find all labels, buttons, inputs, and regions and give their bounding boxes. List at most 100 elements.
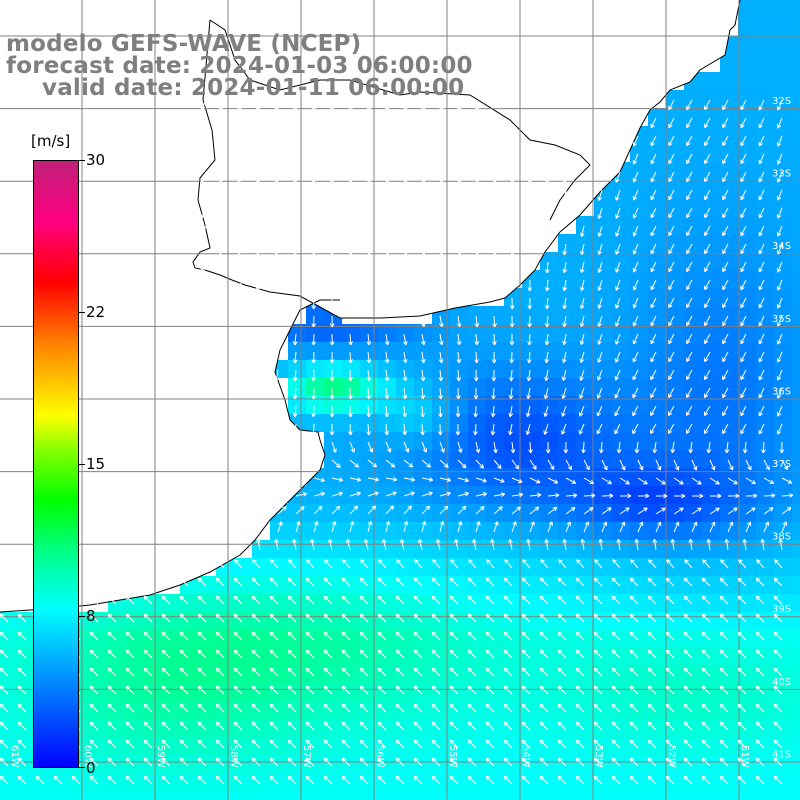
wind-speed-cell xyxy=(756,684,774,702)
wind-arrow xyxy=(413,703,423,713)
wind-arrow xyxy=(277,506,287,515)
wind-speed-cell xyxy=(468,666,486,684)
wind-speed-cell xyxy=(720,162,738,180)
wind-speed-cell xyxy=(486,414,504,432)
wind-speed-cell xyxy=(234,630,252,648)
wind-arrow xyxy=(650,333,657,345)
wind-speed-cell xyxy=(486,432,504,450)
wind-arrow xyxy=(143,775,153,785)
wind-arrow xyxy=(593,667,603,677)
wind-arrow xyxy=(493,153,496,165)
wind-speed-cell xyxy=(612,594,630,612)
colorbar-tick: 22 xyxy=(86,303,106,321)
wind-speed-cell xyxy=(342,576,360,594)
wind-speed-cell xyxy=(720,72,738,90)
wind-speed-cell xyxy=(198,774,216,792)
wind-arrow xyxy=(611,703,621,713)
wind-arrow xyxy=(686,369,693,380)
wind-arrow xyxy=(600,441,603,454)
wind-arrow xyxy=(485,649,495,659)
wind-arrow xyxy=(704,261,711,272)
wind-arrow xyxy=(269,721,279,731)
wind-arrow xyxy=(704,279,711,290)
wind-speed-cell xyxy=(612,360,630,378)
wind-arrow xyxy=(421,405,424,418)
wind-speed-cell xyxy=(792,486,800,504)
wind-speed-cell xyxy=(468,324,486,342)
wind-speed-cell xyxy=(504,756,522,774)
wind-speed-cell xyxy=(720,252,738,270)
wind-arrow xyxy=(143,703,153,713)
wind-speed-cell xyxy=(540,756,558,774)
wind-arrow xyxy=(17,775,27,785)
wind-arrow xyxy=(475,153,478,165)
wind-arrow xyxy=(653,441,657,453)
wind-speed-cell xyxy=(576,360,594,378)
wind-speed-cell xyxy=(558,594,576,612)
wind-speed-cell xyxy=(792,450,800,468)
wind-arrow xyxy=(107,739,117,749)
wind-arrow xyxy=(758,279,765,291)
wind-arrow xyxy=(269,577,279,587)
wind-arrow xyxy=(219,225,225,237)
wind-arrow xyxy=(745,507,756,515)
wind-arrow xyxy=(565,494,578,497)
wind-arrow xyxy=(475,99,478,111)
wind-speed-cell xyxy=(306,486,324,504)
wind-arrow xyxy=(197,685,207,695)
wind-arrow xyxy=(758,243,765,255)
wind-speed-cell xyxy=(630,360,648,378)
wind-arrow xyxy=(367,279,370,291)
wind-arrow xyxy=(758,297,765,309)
wind-speed-cell xyxy=(702,252,720,270)
wind-speed-cell xyxy=(342,342,360,360)
wind-arrow xyxy=(475,493,487,497)
lat-label: 37S xyxy=(772,459,791,470)
wind-arrow xyxy=(475,441,480,453)
wind-arrow xyxy=(179,613,189,623)
wind-arrow xyxy=(593,757,603,767)
wind-arrow xyxy=(431,685,441,695)
wind-arrow xyxy=(755,613,765,623)
wind-arrow xyxy=(686,171,693,182)
wind-speed-cell xyxy=(738,630,756,648)
wind-arrow xyxy=(349,189,352,202)
wind-arrow xyxy=(557,595,567,605)
wind-arrow xyxy=(632,405,639,416)
wind-arrow xyxy=(439,369,442,381)
wind-speed-cell xyxy=(702,576,720,594)
wind-arrow xyxy=(215,577,225,587)
wind-arrow xyxy=(719,667,729,677)
wind-arrow xyxy=(349,117,352,130)
wind-arrow xyxy=(650,405,657,416)
wind-speed-cell xyxy=(792,558,800,576)
wind-speed-cell xyxy=(792,90,800,108)
wind-speed-cell xyxy=(558,738,576,756)
wind-speed-cell xyxy=(216,630,234,648)
wind-speed-cell xyxy=(702,126,720,144)
wind-arrow xyxy=(367,333,370,345)
wind-arrow xyxy=(722,225,729,236)
wind-arrow xyxy=(528,351,531,363)
wind-arrow xyxy=(275,117,279,129)
wind-arrow xyxy=(529,477,541,484)
wind-speed-cell xyxy=(288,792,306,800)
wind-speed-cell xyxy=(774,720,792,738)
wind-speed-cell xyxy=(774,72,792,90)
wind-speed-cell xyxy=(684,324,702,342)
wind-speed-cell xyxy=(324,558,342,576)
wind-arrow xyxy=(329,539,333,551)
wind-speed-cell xyxy=(594,756,612,774)
wind-speed-cell xyxy=(234,702,252,720)
wind-speed-cell xyxy=(720,756,738,774)
wind-arrow xyxy=(457,135,461,147)
wind-arrow xyxy=(161,685,171,695)
wind-arrow xyxy=(722,189,729,200)
wind-speed-cell xyxy=(702,738,720,756)
wind-arrow xyxy=(758,153,765,165)
wind-arrow xyxy=(562,387,567,399)
wind-speed-cell xyxy=(648,324,666,342)
wind-arrow xyxy=(539,739,549,749)
wind-arrow xyxy=(233,721,243,731)
wind-arrow xyxy=(414,559,423,569)
